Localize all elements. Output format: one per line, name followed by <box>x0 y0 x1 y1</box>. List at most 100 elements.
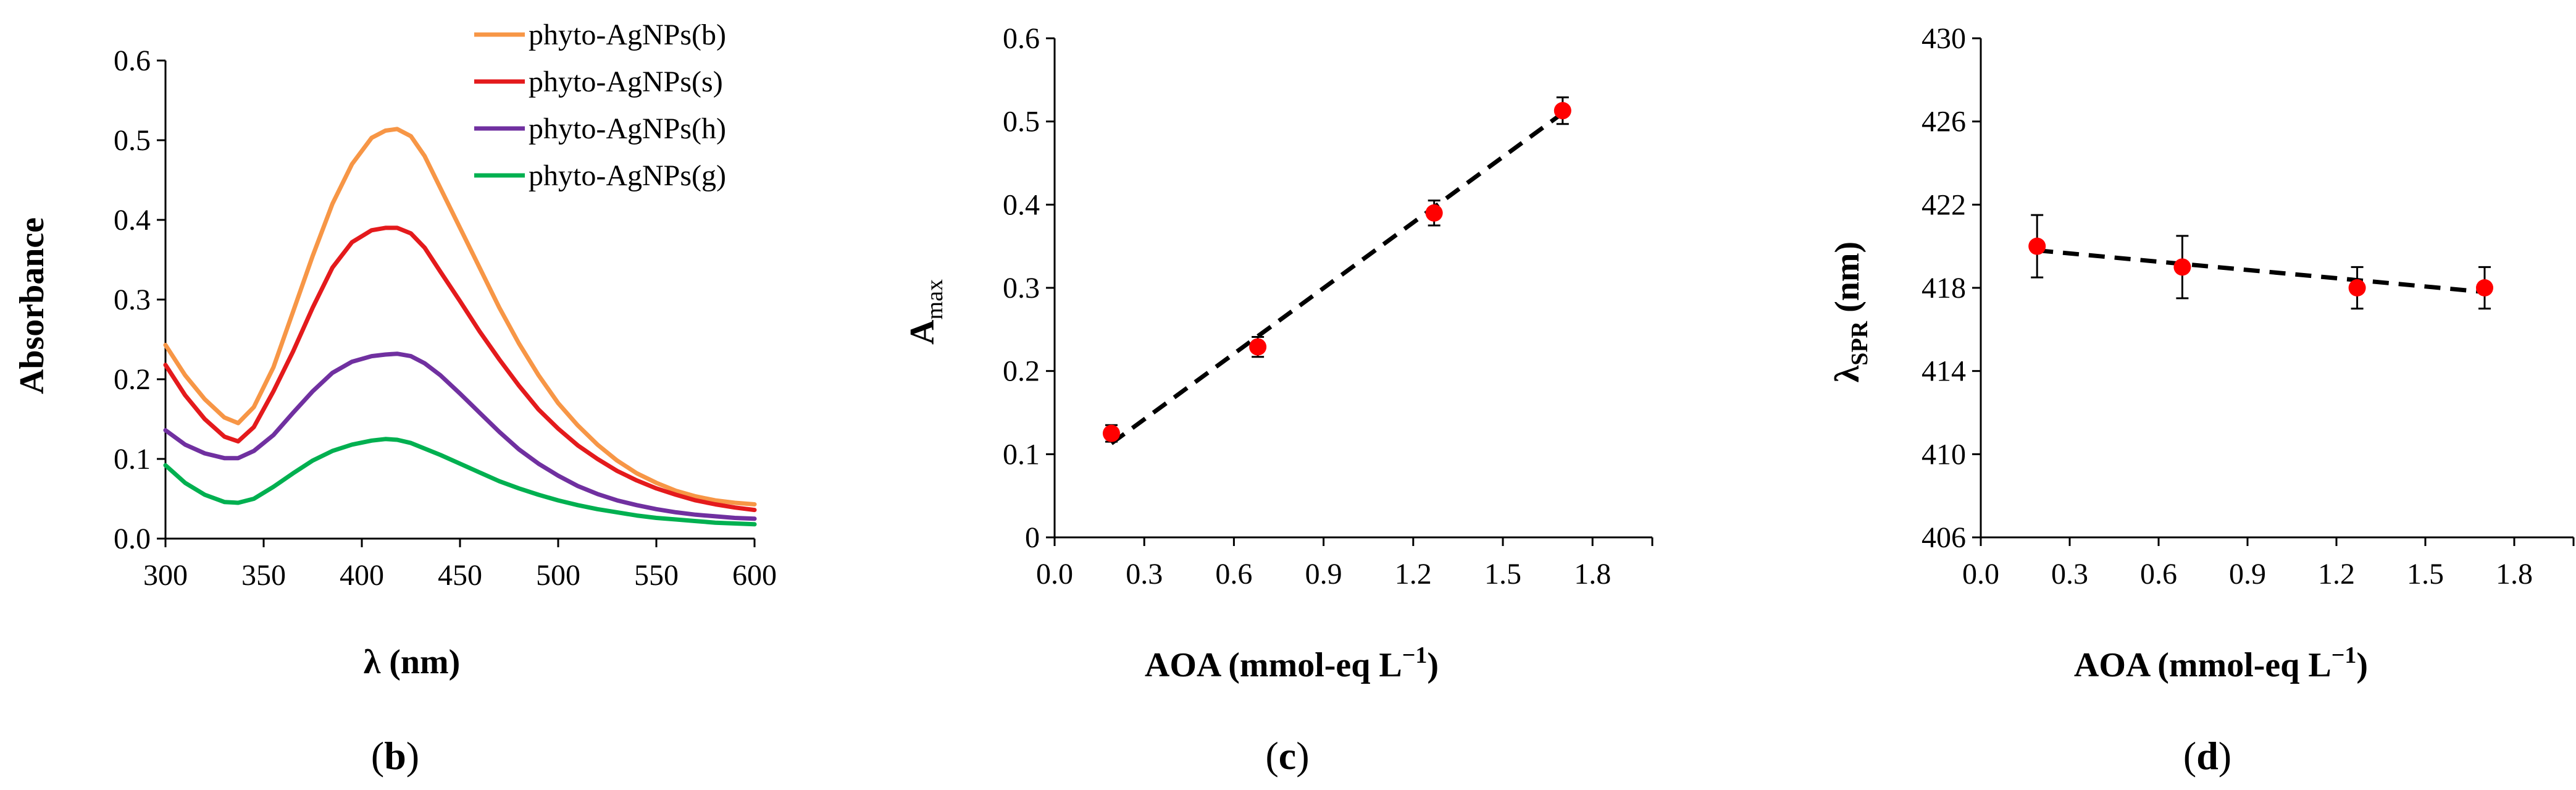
panel-c-chart: 0 0.1 0.2 0.3 0.4 0.5 0.6 0.0 0.3 0.6 0.9 1.2 1.5 1.8… <box>903 22 1654 778</box>
panel-c-x-tick-label: 0.0 <box>1036 558 1073 590</box>
panel-c-axes: 0 0.1 0.2 0.3 0.4 0.5 0.6 0.0 0.3 0.6 0.9 1.2 1.5 1.8 <box>1003 22 1654 590</box>
panel-d-data-point <box>2476 279 2493 296</box>
panel-b-y-tick-label: 0.5 <box>114 124 151 157</box>
panel-d-y-tick-label: 430 <box>1922 22 1966 55</box>
panel-c-data-point <box>1102 424 1120 442</box>
panel-c-data-point <box>1425 204 1443 222</box>
panel-b-x-axis-title: λ (nm) <box>364 643 461 681</box>
panel-d-y-axis-title-end: (nm) <box>1828 242 1867 321</box>
series-line-phyto-AgNPs(b) <box>163 127 757 506</box>
panel-b-y-axis-title: Absorbance <box>13 217 51 394</box>
panel-b-x-tick-label: 350 <box>241 559 286 592</box>
panel-c-label-close: ) <box>1296 734 1309 778</box>
panel-d-data-point <box>2173 258 2191 276</box>
panel-c-x-axis-title-end: ) <box>1427 646 1439 684</box>
panel-b-y-tick-label: 0.1 <box>114 443 151 476</box>
panel-d-y-tick-label: 414 <box>1922 355 1966 388</box>
panel-b-axes: 0.0 0.1 0.2 0.3 0.4 0.5 0.6 300 350 400 450 500 550 6… <box>114 44 777 592</box>
panel-c-y-axis-title: Amax <box>903 279 948 345</box>
panel-b-x-tick-label: 300 <box>143 559 188 592</box>
legend-label-phyto-AgNPs(g): phyto-AgNPs(g) <box>529 159 726 192</box>
panel-c-y-axis-title-main: A <box>903 319 942 345</box>
panel-c-x-tick-label: 1.2 <box>1395 558 1432 590</box>
legend-label-phyto-AgNPs(b): phyto-AgNPs(b) <box>529 19 726 51</box>
panel-b-x-tick-label: 500 <box>536 559 580 592</box>
panel-b-label-open: ( <box>371 734 384 778</box>
panel-d-marks <box>2028 214 2493 310</box>
panel-c-x-tick-label: 1.8 <box>1574 558 1611 590</box>
panel-d-trendline <box>2036 248 2485 295</box>
panel-c-y-tick-label: 0 <box>1025 521 1040 554</box>
panel-c-data-point <box>1249 338 1267 356</box>
panel-d-x-axis-title-end: ) <box>2356 646 2368 684</box>
panel-d-x-tick-label: 1.5 <box>2407 558 2444 590</box>
panel-d-y-axis-title-sub: SPR <box>1847 321 1873 365</box>
panel-c-x-tick-label: 1.5 <box>1484 558 1521 590</box>
panel-d-x-tick-label: 0.3 <box>2051 558 2088 590</box>
legend-label-phyto-AgNPs(h): phyto-AgNPs(h) <box>529 112 726 145</box>
panel-c-x-axis-title: AOA (mmol-eq L−1) <box>1145 642 1439 684</box>
panel-d-chart: 406 410 414 418 422 426 430 0.0 0.3 0.6 0.9 1.2 1.5 1… <box>1828 22 2575 778</box>
panel-c-x-axis-title-sup: −1 <box>1402 642 1428 668</box>
panel-d-y-tick-label: 422 <box>1922 188 1966 221</box>
panel-d-axes: 406 410 414 418 422 426 430 0.0 0.3 0.6 0.9 1.2 1.5 1… <box>1922 22 2575 590</box>
panel-b-x-tick-label: 600 <box>732 559 777 592</box>
panel-c-marks <box>1102 96 1571 445</box>
panel-d-x-axis-title-main: AOA (mmol-eq L <box>2074 646 2331 684</box>
panel-d-y-tick-label: 418 <box>1922 272 1966 305</box>
series-line-phyto-AgNPs(h) <box>163 351 757 521</box>
panel-d-label-letter: d <box>2196 734 2218 778</box>
panel-d-data-point <box>2028 237 2046 255</box>
panel-d-x-axis-title: AOA (mmol-eq L−1) <box>2074 642 2368 684</box>
panel-c-label-open: ( <box>1265 734 1278 778</box>
panel-d-x-tick-label: 0.0 <box>1962 558 1999 590</box>
panel-b-label: (b) <box>371 734 419 778</box>
series-line-phyto-AgNPs(g) <box>163 437 757 527</box>
panel-c-y-tick-label: 0.2 <box>1003 355 1040 388</box>
panel-c-data-point <box>1554 102 1571 120</box>
panel-c-label: (c) <box>1265 734 1309 778</box>
panel-c-trendline <box>1110 111 1564 445</box>
series-line-phyto-AgNPs(s) <box>163 225 757 513</box>
panel-b-legend: phyto-AgNPs(b) phyto-AgNPs(s) phyto-AgNPs(… <box>474 19 726 192</box>
panel-d-x-tick-label: 0.6 <box>2140 558 2177 590</box>
panel-b-series <box>163 127 757 527</box>
panel-c-x-axis-title-main: AOA (mmol-eq L <box>1145 646 1402 684</box>
panel-b-x-tick-label: 450 <box>438 559 482 592</box>
panel-c-y-axis-title-sub: max <box>922 279 948 319</box>
panel-b-x-tick-label: 400 <box>340 559 384 592</box>
panel-d-y-tick-label: 406 <box>1922 521 1966 554</box>
panel-c-x-tick-label: 0.6 <box>1215 558 1252 590</box>
legend-label-phyto-AgNPs(s): phyto-AgNPs(s) <box>529 65 723 98</box>
panel-c-x-tick-label: 0.9 <box>1305 558 1342 590</box>
panel-d-data-point <box>2348 279 2366 296</box>
panel-c-x-tick-label: 0.3 <box>1126 558 1163 590</box>
panel-d-y-tick-label: 410 <box>1922 438 1966 471</box>
panel-b-label-close: ) <box>406 734 419 778</box>
panel-b-y-tick-label: 0.4 <box>114 204 151 237</box>
panel-b-y-tick-label: 0.3 <box>114 284 151 316</box>
panel-d-label: (d) <box>2183 734 2231 778</box>
panel-d-label-close: ) <box>2218 734 2231 778</box>
panel-c-y-tick-label: 0.5 <box>1003 106 1040 138</box>
panel-b-chart: 0.0 0.1 0.2 0.3 0.4 0.5 0.6 300 350 400 450 500 550 6… <box>13 19 777 778</box>
panel-d-x-axis-title-sup: −1 <box>2331 642 2357 668</box>
panel-d-y-axis-title-main: λ <box>1828 365 1867 382</box>
panel-b-x-tick-label: 550 <box>634 559 679 592</box>
panel-d-x-tick-label: 1.8 <box>2496 558 2533 590</box>
panel-c-y-tick-label: 0.1 <box>1003 438 1040 471</box>
panel-b-y-tick-label: 0.2 <box>114 363 151 396</box>
panel-d-x-tick-label: 0.9 <box>2229 558 2266 590</box>
panel-c-y-tick-label: 0.4 <box>1003 188 1040 221</box>
panel-d-label-open: ( <box>2183 734 2196 778</box>
panel-b-y-tick-label: 0.6 <box>114 44 151 77</box>
panel-d-y-tick-label: 426 <box>1922 106 1966 138</box>
panel-d-x-tick-label: 1.2 <box>2318 558 2355 590</box>
panel-c-label-letter: c <box>1279 734 1296 778</box>
panel-c-y-tick-label: 0.6 <box>1003 22 1040 55</box>
panel-c-y-tick-label: 0.3 <box>1003 272 1040 305</box>
panel-b-label-letter: b <box>384 734 406 778</box>
panel-b-y-tick-label: 0.0 <box>114 523 151 555</box>
panel-d-y-axis-title: λSPR (nm) <box>1828 242 1873 382</box>
